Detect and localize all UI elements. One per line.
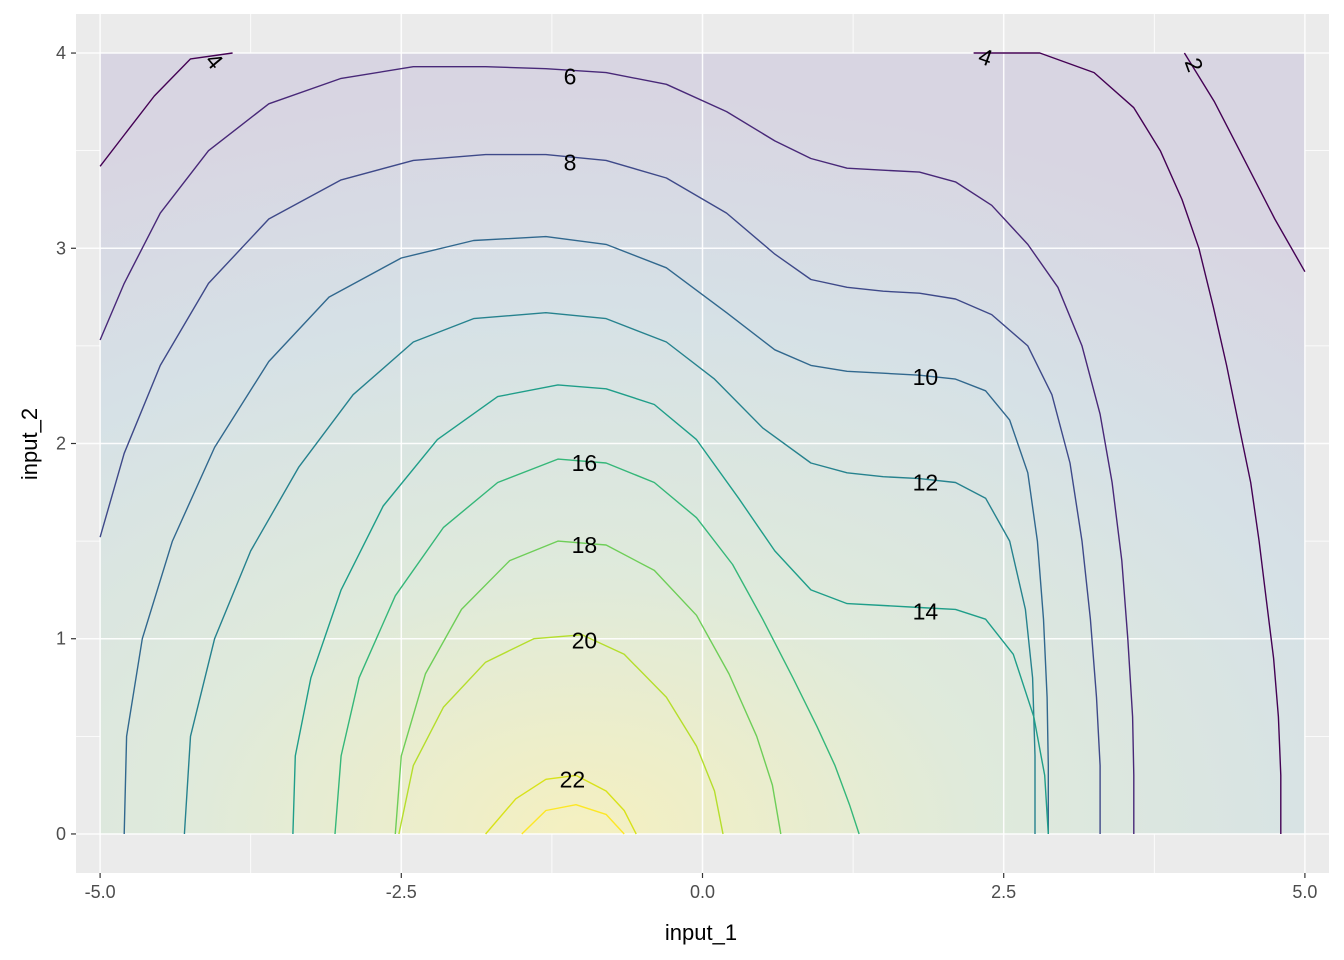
contour-line-level-14	[334, 458, 860, 835]
contour-lines	[99, 52, 1306, 835]
x-tick-label: 2.5	[991, 882, 1016, 902]
contour-label: 12	[913, 470, 939, 496]
contour-line-level-6	[99, 153, 1101, 834]
y-tick-label: 0	[56, 824, 66, 844]
x-tick-label: -5.0	[85, 882, 116, 902]
contour-line-level-16	[394, 540, 782, 835]
contour-line-level-22	[521, 804, 625, 835]
y-tick-label: 4	[56, 43, 66, 63]
contour-line-level-8	[123, 235, 1049, 835]
y-tick-label: 1	[56, 629, 66, 649]
contour-label: 16	[572, 450, 598, 476]
contour-line-level-12	[292, 384, 1049, 835]
contour-label: 14	[913, 598, 939, 624]
y-tick-label: 2	[56, 434, 66, 454]
y-axis: 0 1 2 3 4	[56, 43, 76, 844]
y-tick-label: 3	[56, 238, 66, 258]
x-axis-title: input_1	[665, 920, 737, 945]
contour-line-level-20	[485, 774, 637, 835]
y-axis-title: input_2	[17, 408, 42, 480]
x-tick-label: 0.0	[690, 882, 715, 902]
contour-label: 22	[560, 766, 586, 792]
contour-line-level-2	[973, 52, 1282, 834]
contour-label: 20	[572, 628, 598, 654]
x-tick-label: 5.0	[1292, 882, 1317, 902]
contour-label: 10	[913, 364, 939, 390]
contour-label: 18	[572, 532, 598, 558]
contour-line-level-2	[1183, 52, 1306, 273]
grid-major	[76, 14, 1329, 873]
contour-line-level-4	[99, 66, 1135, 834]
x-tick-label: -2.5	[386, 882, 417, 902]
contour-line-level-18	[398, 634, 724, 835]
contour-line-level-10	[183, 312, 1036, 835]
x-axis: -5.0 -2.5 0.0 2.5 5.0	[85, 873, 1317, 902]
contour-label: 8	[564, 149, 577, 175]
contour-label: 6	[564, 63, 577, 89]
contour-line-level-2	[99, 52, 233, 167]
